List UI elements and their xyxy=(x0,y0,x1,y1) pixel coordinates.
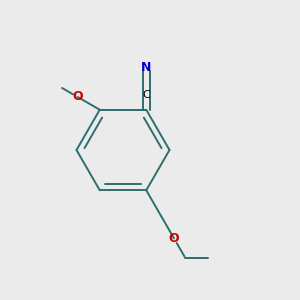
Text: O: O xyxy=(72,91,83,103)
Text: O: O xyxy=(169,232,179,245)
Text: N: N xyxy=(141,61,152,74)
Text: C: C xyxy=(142,90,150,100)
